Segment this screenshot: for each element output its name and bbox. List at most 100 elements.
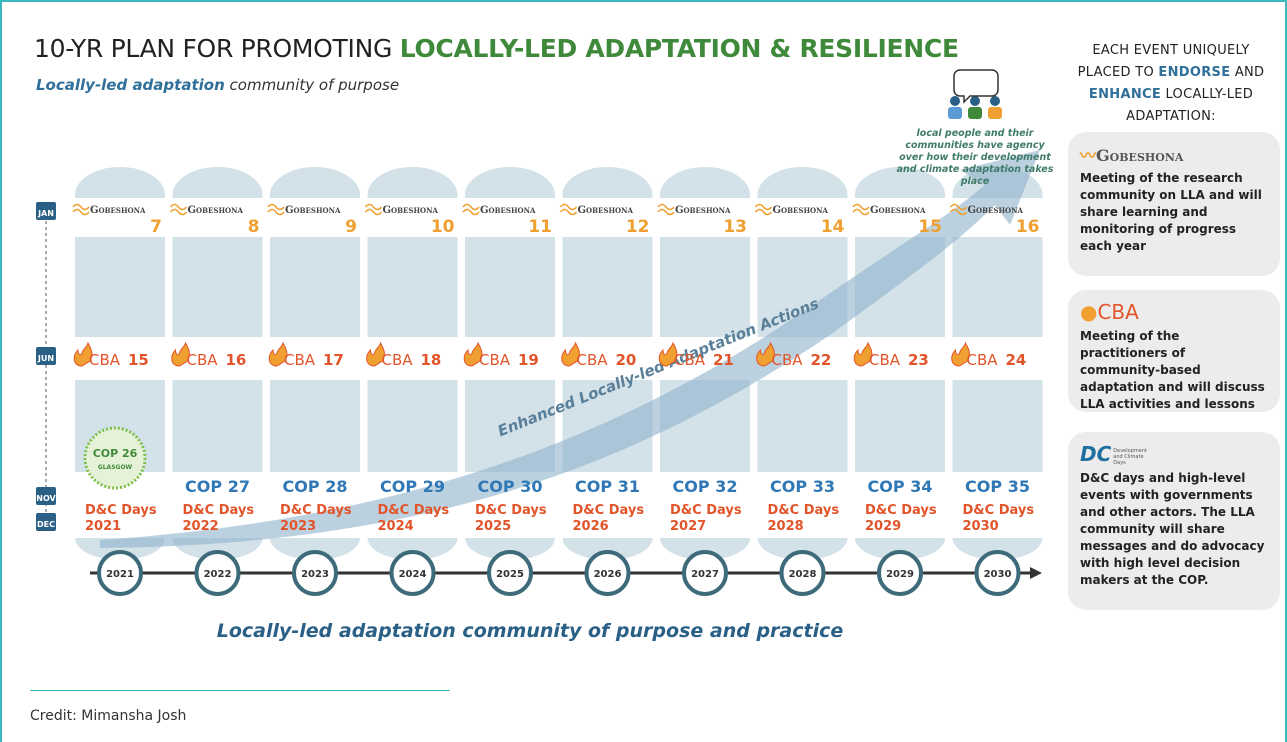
gobeshona-label: Gobeshona <box>383 205 439 216</box>
dc-label: D&C Days <box>378 503 450 518</box>
year-label: 2029 <box>886 569 914 580</box>
pillar <box>270 237 360 337</box>
cop-label: COP 27 <box>185 477 250 496</box>
flame-icon <box>171 341 190 367</box>
dc-label: D&C Days <box>865 503 937 518</box>
cop-label: COP 29 <box>380 477 445 496</box>
pillar-top <box>855 167 945 198</box>
person-body <box>988 107 1002 119</box>
year-circle <box>292 550 338 596</box>
cba-number: 20 <box>616 351 637 369</box>
gobeshona-label: Gobeshona <box>90 205 146 216</box>
dc-logo: DC <box>1080 442 1112 466</box>
flame-icon <box>463 341 483 367</box>
cba-number: 15 <box>128 351 149 369</box>
pillar-bottom <box>270 538 360 560</box>
year-label: 2026 <box>594 569 622 580</box>
pillar <box>757 380 848 472</box>
cop-label: COP 32 <box>673 477 738 496</box>
dc-label: D&C Days <box>475 503 547 518</box>
title: 10-YR PLAN FOR PROMOTING LOCALLY-LED ADA… <box>34 34 959 63</box>
dc-year: 2027 <box>670 519 706 534</box>
person-head <box>950 96 960 106</box>
month-label: JAN <box>37 209 54 218</box>
gobeshona-label: Gobeshona <box>675 205 731 216</box>
wave-icon <box>754 203 773 216</box>
year-label: 2027 <box>691 569 719 580</box>
rule <box>30 690 450 691</box>
cba-label: CBA <box>577 351 609 369</box>
cba-number: 22 <box>811 351 832 369</box>
card-text: Meeting of the practitioners of communit… <box>1080 329 1265 411</box>
dc-year: 2029 <box>865 519 901 534</box>
cop-label: COP 33 <box>770 477 835 496</box>
agency-note: local people and their communities have … <box>896 128 1054 187</box>
card: 〰Gobeshona Meeting of the research commu… <box>1068 132 1280 276</box>
heading-emphasis: ENHANCE <box>1088 87 1162 102</box>
cop-label: COP 31 <box>575 477 640 496</box>
pillar <box>270 380 360 472</box>
pillar <box>75 237 165 337</box>
dc-label: D&C Days <box>573 503 645 518</box>
dc-year: 2025 <box>475 519 511 534</box>
pillar-bottom <box>952 538 1043 560</box>
card-name-text: Development and Climate Days <box>1113 448 1147 466</box>
card-name: 〰Gobeshona <box>1080 142 1268 166</box>
year-label: 2028 <box>789 569 817 580</box>
gobeshona-label: Gobeshona <box>968 205 1024 216</box>
pillar-bottom <box>367 538 458 560</box>
flame-icon: ● <box>1080 300 1098 324</box>
year-label: 2023 <box>301 569 329 580</box>
pillar-bottom <box>660 538 750 560</box>
dc-year: 2024 <box>378 519 414 534</box>
year-circle <box>877 550 923 596</box>
bottom-caption: Locally-led adaptation community of purp… <box>216 620 844 642</box>
year-circle <box>584 550 631 596</box>
cop-label: COP 28 <box>283 477 348 496</box>
pillar-top <box>172 167 263 198</box>
gobeshona-number: 16 <box>1016 217 1040 237</box>
cba-label: CBA <box>479 351 511 369</box>
gobeshona-number: 7 <box>150 217 162 237</box>
month-icon <box>36 202 56 220</box>
wave-icon: 〰 <box>1080 146 1097 165</box>
pillar <box>367 237 458 337</box>
gobeshona-number: 10 <box>431 217 455 237</box>
cba-number: 17 <box>323 351 344 369</box>
month-icon <box>36 487 56 505</box>
pillar-top <box>270 167 360 198</box>
gobeshona-number: 14 <box>821 217 845 237</box>
cba-number: 19 <box>518 351 539 369</box>
heading-text: EACH EVENT UNIQUELY PLACED TO <box>1077 43 1250 80</box>
progress-arrow <box>100 150 1040 548</box>
dc-label: D&C Days <box>768 503 840 518</box>
year-label: 2024 <box>399 569 427 580</box>
title-prefix: 10-YR PLAN FOR PROMOTING <box>34 34 393 63</box>
dc-year: 2021 <box>85 519 121 534</box>
pillar-top <box>562 167 653 198</box>
dc-year: 2023 <box>280 519 316 534</box>
gobeshona-number: 15 <box>918 217 942 237</box>
cba-label: CBA <box>382 351 414 369</box>
pillar <box>660 237 750 337</box>
gobeshona-label: Gobeshona <box>285 205 341 216</box>
subtitle-rest: community of purpose <box>229 76 400 94</box>
flame-icon <box>853 341 873 367</box>
cba-number: 24 <box>1006 351 1027 369</box>
pillar <box>465 237 555 337</box>
year-circle <box>487 550 533 596</box>
pillar <box>562 237 653 337</box>
dc-label: D&C Days <box>670 503 742 518</box>
dc-year: 2026 <box>573 519 609 534</box>
month-icon <box>36 347 56 365</box>
wave-icon <box>169 203 188 216</box>
pillar <box>952 380 1043 472</box>
flame-icon <box>951 341 970 367</box>
cop-badge-city: GLASGOW <box>98 464 133 471</box>
month-label: NOV <box>36 494 56 503</box>
dc-year: 2028 <box>768 519 804 534</box>
gobeshona-number: 12 <box>626 217 650 237</box>
fist-bubble <box>953 69 999 104</box>
